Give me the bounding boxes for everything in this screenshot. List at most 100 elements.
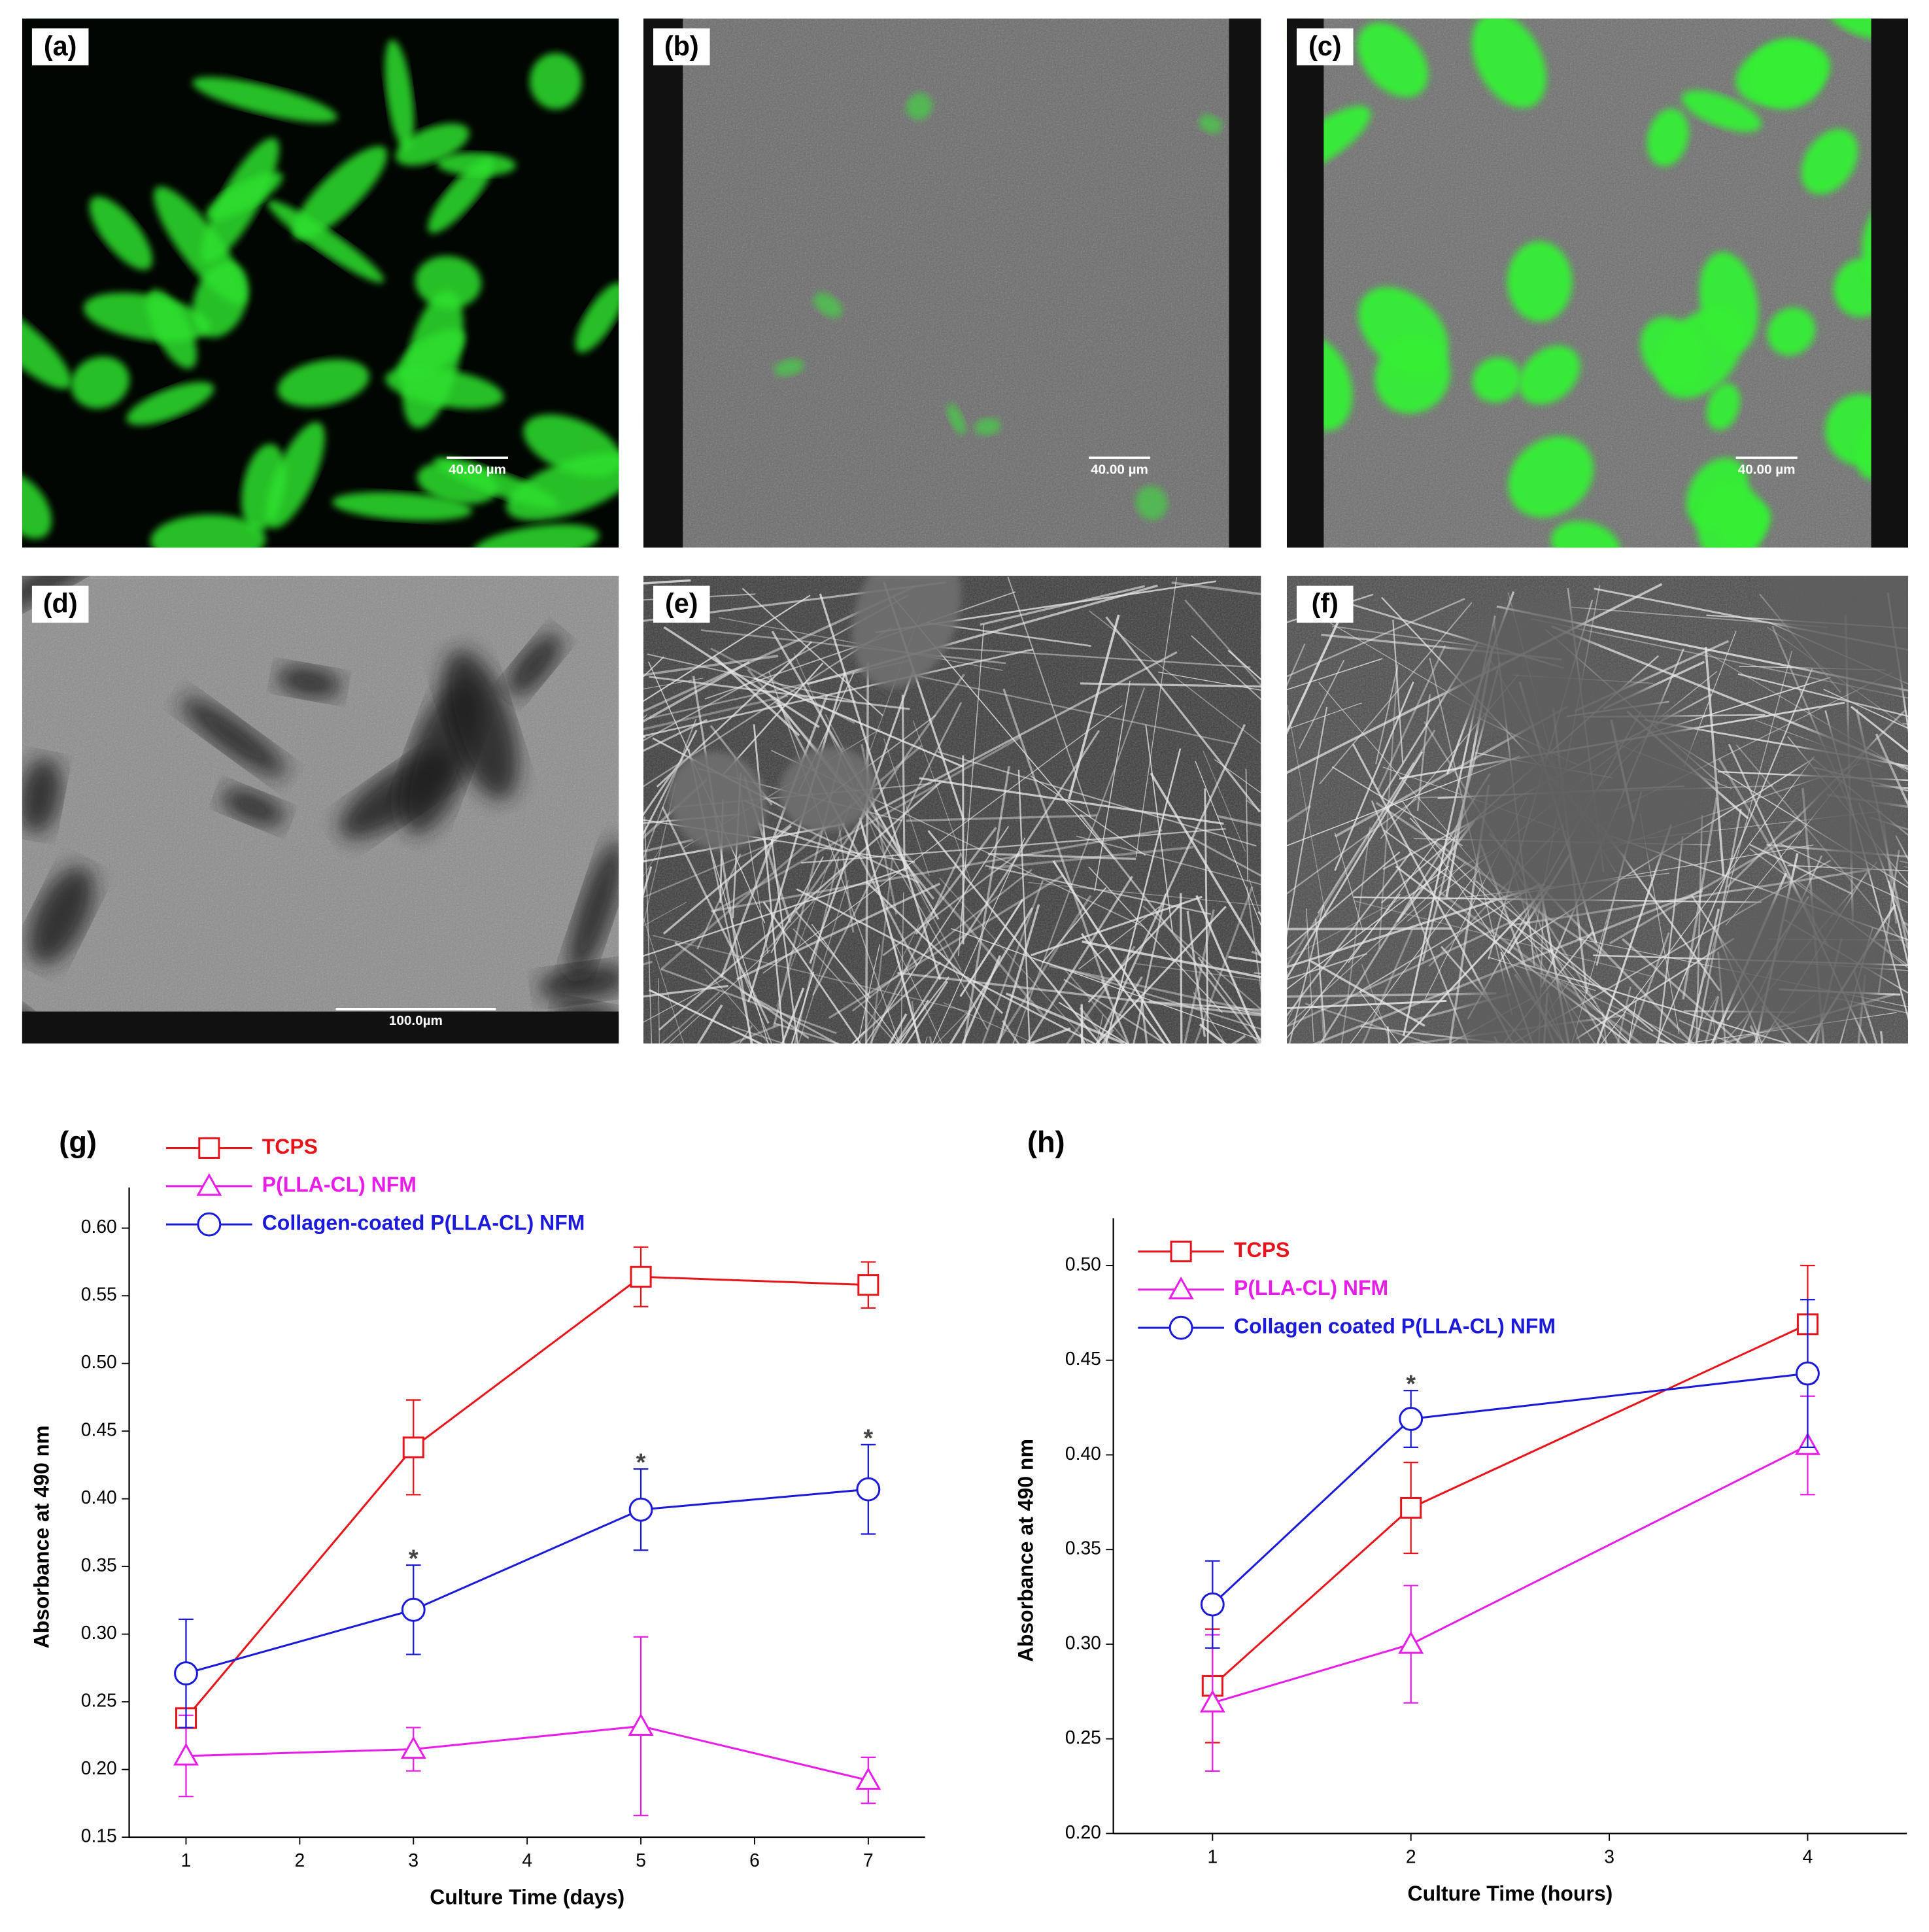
fiber — [1375, 664, 1399, 765]
fiber — [980, 585, 1146, 626]
marker — [173, 1742, 199, 1766]
fiber — [925, 1037, 928, 1044]
x-axis-title: Culture Time (days) — [430, 1886, 624, 1909]
fiber — [1197, 956, 1261, 1041]
fiber — [1088, 866, 1223, 1013]
fiber — [1396, 819, 1476, 923]
cell — [180, 697, 286, 777]
fiber — [1286, 704, 1327, 918]
fiber — [1096, 1014, 1104, 1044]
marker — [1168, 1276, 1194, 1300]
x-tick-label: 3 — [408, 1850, 418, 1871]
fiber — [1191, 635, 1261, 700]
x-tick-label: 4 — [522, 1850, 532, 1871]
fiber — [1286, 851, 1401, 950]
cell — [568, 839, 619, 978]
cell — [1706, 383, 1741, 430]
fiber — [1416, 694, 1431, 812]
marker — [400, 1736, 426, 1759]
fiber — [1627, 932, 1670, 1044]
fiber — [1607, 1009, 1669, 1044]
fiber — [1286, 971, 1288, 1003]
fiber — [1180, 893, 1183, 1044]
fiber — [759, 865, 848, 958]
cell — [1199, 114, 1223, 134]
dark-strip — [1871, 18, 1909, 548]
panel-label-box — [1296, 585, 1354, 623]
fiber — [900, 892, 904, 1044]
cell — [292, 146, 388, 240]
fiber — [703, 826, 769, 1044]
fiber — [936, 1009, 970, 1044]
fiber — [1704, 995, 1720, 1044]
panel-label: (b) — [664, 31, 699, 61]
fiber — [1571, 909, 1611, 1044]
cell — [506, 453, 619, 521]
y-axis-title: Absorbance at 490 nm — [1014, 1439, 1037, 1662]
fiber — [1560, 980, 1692, 1044]
cell — [89, 196, 153, 270]
cell — [1471, 18, 1546, 109]
fiber — [1696, 815, 1703, 1044]
fiber — [1601, 1011, 1607, 1044]
fiber — [997, 904, 1040, 1044]
x-tick-label: 5 — [636, 1850, 646, 1871]
cell — [1448, 599, 1589, 733]
fiber — [774, 1022, 841, 1044]
cell — [1357, 22, 1429, 97]
dark-strip — [1229, 18, 1261, 548]
fiber — [1780, 843, 1909, 904]
fiber — [1150, 772, 1261, 959]
fiber — [1184, 599, 1261, 687]
cell — [220, 788, 286, 827]
fiber — [1089, 610, 1261, 745]
image-background — [22, 18, 619, 548]
fiber — [869, 853, 963, 1044]
marker — [1398, 1630, 1424, 1654]
y-tick-label: 0.20 — [1065, 1821, 1101, 1842]
fiber — [1105, 616, 1261, 813]
cell — [201, 137, 279, 264]
cell — [1551, 521, 1620, 548]
fiber — [742, 587, 884, 717]
x-tick-label: 4 — [1803, 1846, 1813, 1867]
fiber — [794, 856, 840, 1044]
legend-label: Collagen-coated P(LLA-CL) NFM — [262, 1211, 585, 1235]
fiber — [1286, 755, 1520, 846]
fiber — [1080, 814, 1260, 1044]
cell — [402, 290, 464, 428]
y-tick-label: 0.25 — [81, 1690, 117, 1711]
fiber — [1622, 938, 1743, 1044]
fiber — [982, 880, 1044, 1044]
fiber — [1830, 996, 1909, 1014]
x-tick-label: 3 — [1604, 1846, 1614, 1867]
legend-label: P(LLA-CL) NFM — [262, 1173, 417, 1196]
fiber — [1359, 991, 1400, 1044]
fiber — [1314, 918, 1326, 1038]
fiber — [1195, 895, 1261, 1044]
scale-bar-label: 40.00 µm — [449, 462, 506, 477]
series-line — [186, 1488, 868, 1675]
fiber — [906, 980, 949, 1044]
fiber — [932, 837, 1026, 1044]
marker — [197, 1212, 222, 1237]
cell — [774, 358, 804, 377]
fiber — [943, 1002, 1036, 1044]
fiber — [643, 984, 728, 998]
micrograph — [22, 18, 619, 548]
fiber — [949, 907, 1034, 1044]
fiber — [895, 730, 1101, 1044]
y-tick-label: 0.45 — [81, 1419, 117, 1440]
fiber — [1713, 1016, 1717, 1044]
micrograph — [1286, 18, 1909, 548]
fiber — [891, 935, 943, 1044]
fiber — [1298, 659, 1345, 750]
marker — [1170, 1240, 1192, 1263]
fiber — [1064, 969, 1129, 1044]
fiber — [1031, 895, 1203, 957]
image-noise — [1286, 18, 1909, 548]
fiber — [1286, 615, 1342, 735]
cell — [395, 123, 469, 166]
fiber — [1194, 886, 1254, 1044]
cell — [332, 492, 473, 521]
